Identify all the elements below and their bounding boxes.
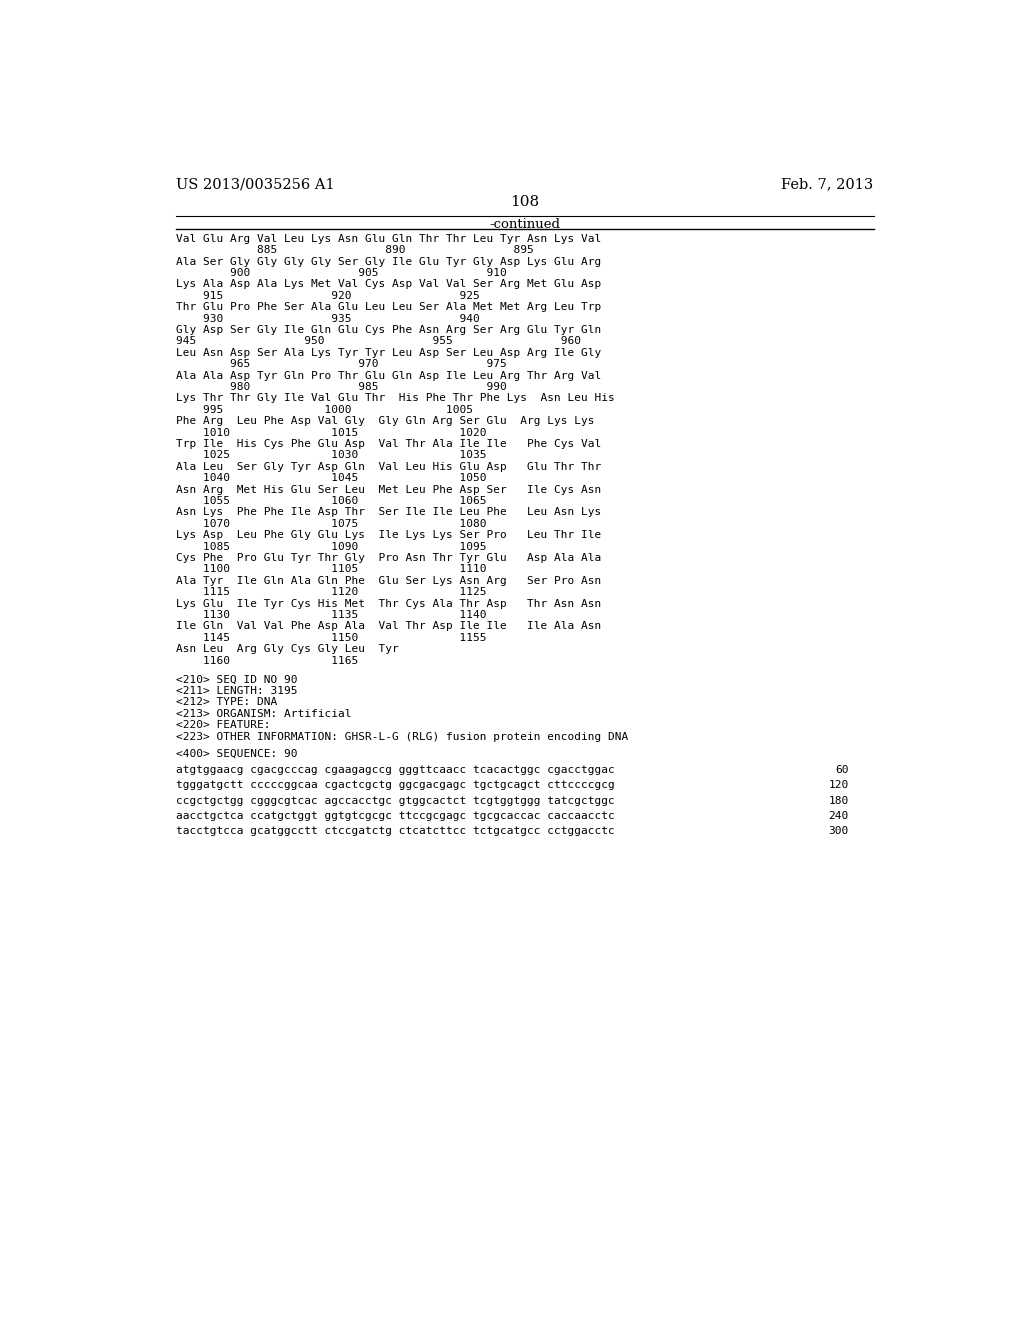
- Text: Lys Asp  Leu Phe Gly Glu Lys  Ile Lys Lys Ser Pro   Leu Thr Ile: Lys Asp Leu Phe Gly Glu Lys Ile Lys Lys …: [176, 531, 601, 540]
- Text: atgtggaacg cgacgcccag cgaagagccg gggttcaacc tcacactggc cgacctggac: atgtggaacg cgacgcccag cgaagagccg gggttca…: [176, 766, 614, 775]
- Text: <212> TYPE: DNA: <212> TYPE: DNA: [176, 697, 278, 708]
- Text: 965                970                975: 965 970 975: [176, 359, 507, 370]
- Text: 240: 240: [828, 810, 849, 821]
- Text: Cys Phe  Pro Glu Tyr Thr Gly  Pro Asn Thr Tyr Glu   Asp Ala Ala: Cys Phe Pro Glu Tyr Thr Gly Pro Asn Thr …: [176, 553, 601, 562]
- Text: 108: 108: [510, 195, 540, 210]
- Text: Lys Thr Thr Gly Ile Val Glu Thr  His Phe Thr Phe Lys  Asn Leu His: Lys Thr Thr Gly Ile Val Glu Thr His Phe …: [176, 393, 614, 404]
- Text: Leu Asn Asp Ser Ala Lys Tyr Tyr Leu Asp Ser Leu Asp Arg Ile Gly: Leu Asn Asp Ser Ala Lys Tyr Tyr Leu Asp …: [176, 347, 601, 358]
- Text: Ile Gln  Val Val Phe Asp Ala  Val Thr Asp Ile Ile   Ile Ala Asn: Ile Gln Val Val Phe Asp Ala Val Thr Asp …: [176, 622, 601, 631]
- Text: US 2013/0035256 A1: US 2013/0035256 A1: [176, 178, 335, 191]
- Text: <220> FEATURE:: <220> FEATURE:: [176, 721, 270, 730]
- Text: Ala Tyr  Ile Gln Ala Gln Phe  Glu Ser Lys Asn Arg   Ser Pro Asn: Ala Tyr Ile Gln Ala Gln Phe Glu Ser Lys …: [176, 576, 601, 586]
- Text: Asn Lys  Phe Phe Ile Asp Thr  Ser Ile Ile Leu Phe   Leu Asn Lys: Asn Lys Phe Phe Ile Asp Thr Ser Ile Ile …: [176, 507, 601, 517]
- Text: 900                905                910: 900 905 910: [176, 268, 507, 279]
- Text: 915                920                925: 915 920 925: [176, 290, 480, 301]
- Text: 1130               1135               1140: 1130 1135 1140: [176, 610, 486, 620]
- Text: Ala Ala Asp Tyr Gln Pro Thr Glu Gln Asp Ile Leu Arg Thr Arg Val: Ala Ala Asp Tyr Gln Pro Thr Glu Gln Asp …: [176, 371, 601, 380]
- Text: 180: 180: [828, 796, 849, 805]
- Text: Asn Arg  Met His Glu Ser Leu  Met Leu Phe Asp Ser   Ile Cys Asn: Asn Arg Met His Glu Ser Leu Met Leu Phe …: [176, 484, 601, 495]
- Text: Thr Glu Pro Phe Ser Ala Glu Leu Leu Ser Ala Met Met Arg Leu Trp: Thr Glu Pro Phe Ser Ala Glu Leu Leu Ser …: [176, 302, 601, 313]
- Text: 300: 300: [828, 826, 849, 836]
- Text: 60: 60: [836, 766, 849, 775]
- Text: 885                890                895: 885 890 895: [176, 246, 534, 255]
- Text: Feb. 7, 2013: Feb. 7, 2013: [781, 178, 873, 191]
- Text: -continued: -continued: [489, 218, 560, 231]
- Text: 1040               1045               1050: 1040 1045 1050: [176, 473, 486, 483]
- Text: Phe Arg  Leu Phe Asp Val Gly  Gly Gln Arg Ser Glu  Arg Lys Lys: Phe Arg Leu Phe Asp Val Gly Gly Gln Arg …: [176, 416, 595, 426]
- Text: <211> LENGTH: 3195: <211> LENGTH: 3195: [176, 686, 298, 696]
- Text: 1010               1015               1020: 1010 1015 1020: [176, 428, 486, 438]
- Text: 995               1000              1005: 995 1000 1005: [176, 405, 473, 414]
- Text: 945                950                955                960: 945 950 955 960: [176, 337, 581, 346]
- Text: 1055               1060               1065: 1055 1060 1065: [176, 496, 486, 506]
- Text: 1025               1030               1035: 1025 1030 1035: [176, 450, 486, 461]
- Text: Lys Glu  Ile Tyr Cys His Met  Thr Cys Ala Thr Asp   Thr Asn Asn: Lys Glu Ile Tyr Cys His Met Thr Cys Ala …: [176, 598, 601, 609]
- Text: 1115               1120               1125: 1115 1120 1125: [176, 587, 486, 597]
- Text: 1100               1105               1110: 1100 1105 1110: [176, 565, 486, 574]
- Text: <210> SEQ ID NO 90: <210> SEQ ID NO 90: [176, 675, 298, 685]
- Text: 1160               1165: 1160 1165: [176, 656, 358, 665]
- Text: ccgctgctgg cgggcgtcac agccacctgc gtggcactct tcgtggtggg tatcgctggc: ccgctgctgg cgggcgtcac agccacctgc gtggcac…: [176, 796, 614, 805]
- Text: Ala Ser Gly Gly Gly Gly Ser Gly Ile Glu Tyr Gly Asp Lys Glu Arg: Ala Ser Gly Gly Gly Gly Ser Gly Ile Glu …: [176, 256, 601, 267]
- Text: tacctgtcca gcatggcctt ctccgatctg ctcatcttcc tctgcatgcc cctggacctc: tacctgtcca gcatggcctt ctccgatctg ctcatct…: [176, 826, 614, 836]
- Text: 1085               1090               1095: 1085 1090 1095: [176, 541, 486, 552]
- Text: Asn Leu  Arg Gly Cys Gly Leu  Tyr: Asn Leu Arg Gly Cys Gly Leu Tyr: [176, 644, 398, 655]
- Text: aacctgctca ccatgctggt ggtgtcgcgc ttccgcgagc tgcgcaccac caccaacctc: aacctgctca ccatgctggt ggtgtcgcgc ttccgcg…: [176, 810, 614, 821]
- Text: Val Glu Arg Val Leu Lys Asn Glu Gln Thr Thr Leu Tyr Asn Lys Val: Val Glu Arg Val Leu Lys Asn Glu Gln Thr …: [176, 234, 601, 244]
- Text: 1145               1150               1155: 1145 1150 1155: [176, 632, 486, 643]
- Text: <213> ORGANISM: Artificial: <213> ORGANISM: Artificial: [176, 709, 351, 719]
- Text: 1070               1075               1080: 1070 1075 1080: [176, 519, 486, 529]
- Text: Lys Ala Asp Ala Lys Met Val Cys Asp Val Val Ser Arg Met Glu Asp: Lys Ala Asp Ala Lys Met Val Cys Asp Val …: [176, 280, 601, 289]
- Text: tgggatgctt cccccggcaa cgactcgctg ggcgacgagc tgctgcagct cttccccgcg: tgggatgctt cccccggcaa cgactcgctg ggcgacg…: [176, 780, 614, 791]
- Text: <400> SEQUENCE: 90: <400> SEQUENCE: 90: [176, 750, 298, 759]
- Text: Trp Ile  His Cys Phe Glu Asp  Val Thr Ala Ile Ile   Phe Cys Val: Trp Ile His Cys Phe Glu Asp Val Thr Ala …: [176, 440, 601, 449]
- Text: Gly Asp Ser Gly Ile Gln Glu Cys Phe Asn Arg Ser Arg Glu Tyr Gln: Gly Asp Ser Gly Ile Gln Glu Cys Phe Asn …: [176, 325, 601, 335]
- Text: 930                935                940: 930 935 940: [176, 314, 480, 323]
- Text: <223> OTHER INFORMATION: GHSR-L-G (RLG) fusion protein encoding DNA: <223> OTHER INFORMATION: GHSR-L-G (RLG) …: [176, 731, 629, 742]
- Text: 980                985                990: 980 985 990: [176, 381, 507, 392]
- Text: Ala Leu  Ser Gly Tyr Asp Gln  Val Leu His Glu Asp   Glu Thr Thr: Ala Leu Ser Gly Tyr Asp Gln Val Leu His …: [176, 462, 601, 471]
- Text: 120: 120: [828, 780, 849, 791]
